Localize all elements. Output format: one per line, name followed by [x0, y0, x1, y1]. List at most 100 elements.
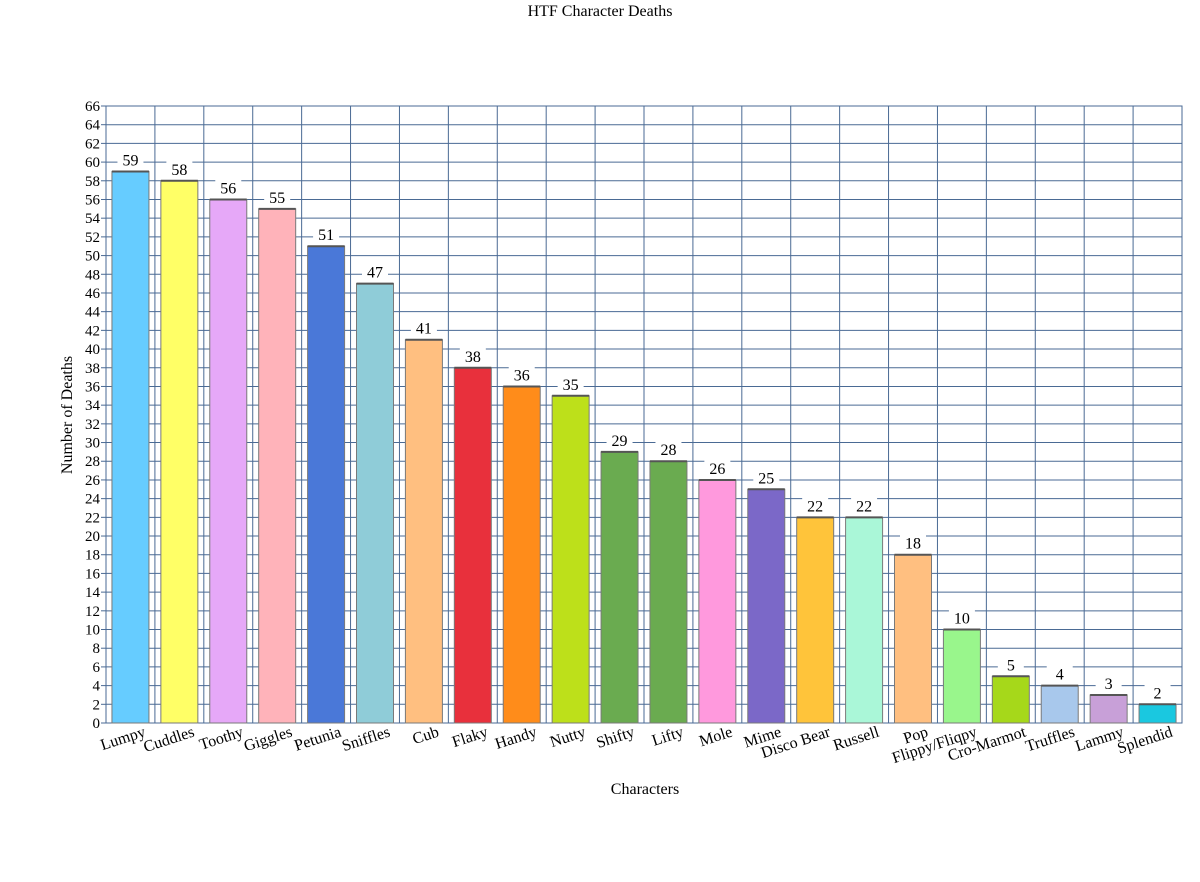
y-tick-label: 60: [85, 155, 100, 171]
data-label: 47: [367, 265, 383, 282]
y-tick-label: 52: [85, 230, 100, 246]
bar: [160, 180, 199, 724]
bar: [600, 451, 639, 724]
bar: [796, 516, 835, 724]
x-tick-label: Cuddles: [141, 724, 196, 756]
y-tick-label: 24: [85, 492, 101, 508]
data-label-bg: [606, 431, 633, 448]
data-label: 55: [269, 190, 285, 207]
x-tick-label: Pop: [901, 724, 930, 748]
data-labels: 59 58 56 55 51 47 41 38 36 35 29 28 26 25 22 22 18 10 5 4 3 2: [117, 151, 1171, 702]
data-label-bg: [802, 497, 829, 514]
data-label-bg: [508, 366, 535, 383]
y-tick-label: 58: [85, 174, 100, 190]
x-tick-label: Sniffles: [340, 724, 392, 755]
data-label: 18: [905, 536, 921, 553]
bar: [111, 170, 150, 724]
y-tick-label: 12: [85, 604, 100, 620]
bar: [1040, 685, 1079, 724]
bar: [551, 395, 590, 724]
y-tick-label: 30: [85, 436, 100, 452]
bars: [111, 170, 1177, 724]
y-tick-label: 36: [85, 379, 101, 395]
y-tick-label: 62: [85, 136, 100, 152]
y-tick-label: 22: [85, 510, 100, 526]
y-tick-label: 40: [85, 342, 100, 358]
data-label: 36: [514, 367, 530, 384]
data-label-bg: [704, 459, 731, 476]
data-label-bg: [1046, 665, 1073, 682]
y-tick-label: 8: [93, 641, 101, 657]
y-tick-label: 32: [85, 417, 100, 433]
bar: [991, 675, 1030, 724]
y-tick-label: 28: [85, 454, 100, 470]
chart-title: HTF Character Deaths: [527, 3, 673, 20]
data-label-bg: [215, 179, 242, 196]
y-tick-label: 6: [93, 660, 101, 676]
y-tick-label: 48: [85, 267, 100, 283]
y-tick-label: 38: [85, 361, 100, 377]
data-label: 10: [954, 611, 970, 628]
data-label-bg: [117, 151, 144, 168]
y-tick-label: 44: [85, 305, 101, 321]
x-tick-label: Handy: [493, 724, 539, 753]
y-tick-label: 56: [85, 192, 101, 208]
data-label-bg: [1144, 684, 1171, 701]
y-tick-label: 54: [85, 211, 101, 227]
data-label: 35: [563, 377, 579, 394]
y-tick-label: 66: [85, 99, 101, 115]
bar: [307, 245, 346, 724]
data-label: 25: [758, 470, 774, 487]
data-label: 51: [318, 227, 334, 244]
data-label-bg: [753, 469, 780, 486]
y-tick-label: 4: [93, 679, 101, 695]
data-label-bg: [313, 226, 340, 243]
bar: [698, 479, 737, 724]
bar: [747, 488, 786, 724]
plot-frame: [105, 105, 1183, 724]
y-tick-label: 14: [85, 585, 101, 601]
data-label: 41: [416, 321, 432, 338]
y-tick-label: 64: [85, 118, 101, 134]
y-tick-label: 46: [85, 286, 101, 302]
data-label: 38: [465, 349, 481, 366]
y-tick-label: 26: [85, 473, 101, 489]
data-label-bg: [948, 609, 975, 626]
x-axis-label: Characters: [610, 781, 680, 798]
bar: [942, 629, 981, 724]
data-label-bg: [1095, 674, 1122, 691]
data-label-bg: [900, 534, 926, 551]
x-tick-label: Russell: [831, 723, 882, 754]
data-label-bg: [997, 656, 1024, 673]
y-tick-label: 50: [85, 249, 100, 265]
data-label-bg: [851, 497, 878, 514]
data-label: 28: [660, 442, 676, 459]
x-tick-label: Giggles: [242, 724, 295, 756]
data-label: 58: [171, 162, 187, 179]
bar: [502, 385, 541, 724]
data-label: 29: [612, 433, 628, 450]
data-label: 59: [122, 152, 138, 169]
x-tick-label: Splendid: [1115, 724, 1174, 758]
bar: [1089, 694, 1128, 724]
data-label-bg: [264, 188, 291, 205]
y-tick-label: 10: [85, 623, 100, 639]
data-label: 56: [220, 180, 236, 197]
y-tick-label: 16: [85, 566, 101, 582]
x-tick-label: Shifty: [594, 724, 636, 752]
bar: [649, 460, 688, 724]
x-tick-label: Petunia: [292, 724, 343, 755]
x-tick-label: Cub: [411, 724, 442, 748]
y-tick-label: 20: [85, 529, 100, 545]
x-tick-label: Lifty: [650, 724, 686, 750]
bar: [258, 208, 297, 724]
y-tick-label: 18: [85, 548, 100, 564]
data-label: 5: [1007, 657, 1015, 674]
y-tick-label: 2: [93, 697, 101, 713]
data-label: 2: [1154, 685, 1162, 702]
data-label-bg: [362, 263, 388, 280]
data-label-bg: [166, 160, 193, 177]
x-tick-label: Lumpy: [98, 724, 147, 754]
x-tick-label: Nutty: [548, 724, 588, 751]
